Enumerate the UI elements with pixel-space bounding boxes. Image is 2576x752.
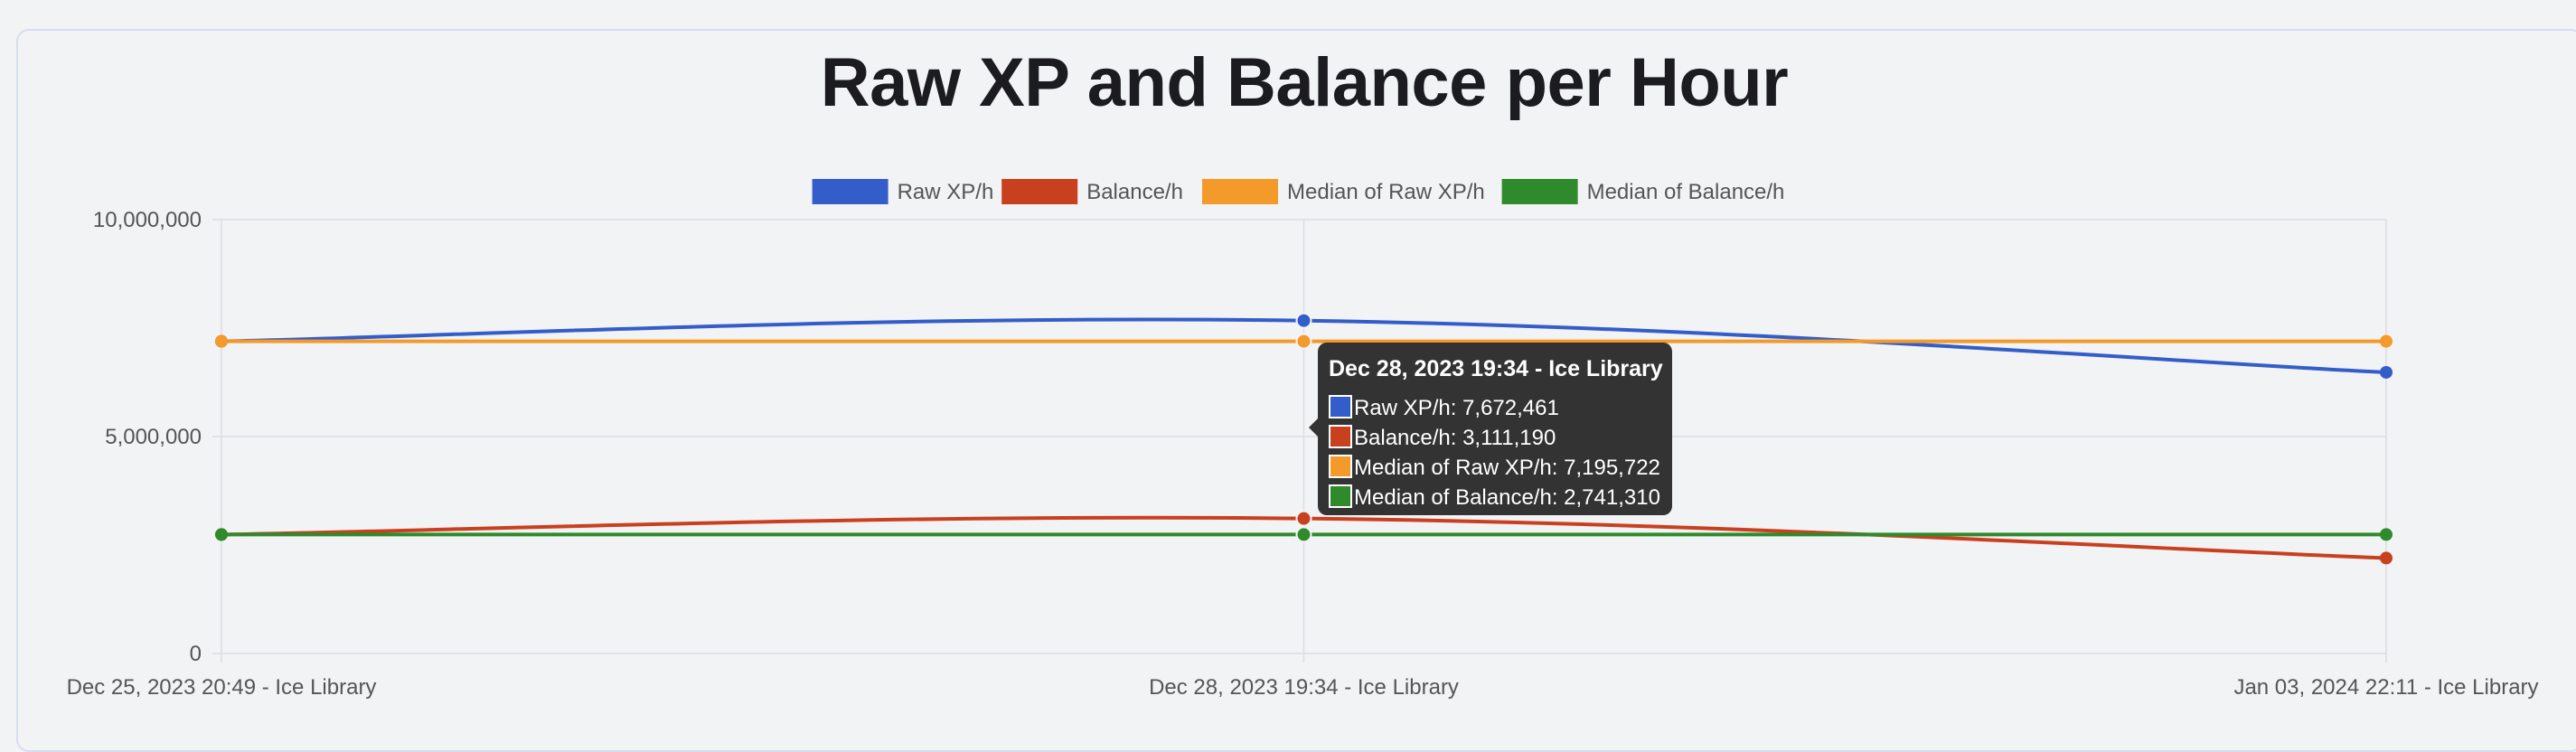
tooltip-box — [1318, 343, 1672, 515]
series-points — [215, 312, 2393, 565]
data-point — [215, 334, 228, 348]
legend: Raw XP/h Balance/h Median of Raw XP/h Media… — [812, 179, 1785, 204]
line-chart: 10,000,000 5,000,000 0 Dec 25, 2023 20:49 -… — [67, 179, 2539, 700]
data-point — [2380, 551, 2393, 565]
data-point — [2380, 365, 2393, 379]
tooltip-swatch — [1330, 397, 1350, 417]
tooltip-swatch — [1330, 427, 1350, 446]
legend-swatch — [812, 179, 888, 204]
data-point — [2380, 528, 2393, 541]
data-point — [215, 528, 228, 541]
tooltip-line: Median of Raw XP/h: 7,195,722 — [1354, 456, 1660, 480]
tooltip-line: Median of Balance/h: 2,741,310 — [1354, 485, 1660, 510]
x-tick-label: Dec 25, 2023 20:49 - Ice Library — [67, 675, 377, 700]
legend-label: Raw XP/h — [898, 180, 994, 204]
grid-lines — [212, 219, 2387, 663]
legend-swatch — [1501, 179, 1578, 204]
legend-label: Median of Raw XP/h — [1287, 180, 1485, 204]
y-tick-label: 5,000,000 — [105, 425, 202, 449]
tooltip-swatch — [1330, 486, 1350, 506]
x-tick-label: Dec 28, 2023 19:34 - Ice Library — [1149, 675, 1459, 700]
y-tick-label: 0 — [190, 642, 202, 666]
tooltip-caret — [1309, 418, 1318, 437]
data-point — [2380, 334, 2393, 348]
data-point — [1295, 510, 1312, 527]
tooltip-swatch — [1330, 456, 1350, 476]
legend-swatch — [1202, 179, 1278, 204]
chart-title: Raw XP and Balance per Hour — [820, 44, 1789, 121]
x-tick-label: Jan 03, 2024 22:11 - Ice Library — [2233, 675, 2538, 700]
tooltip-line: Balance/h: 3,111,190 — [1354, 426, 1556, 450]
chart-panel — [16, 29, 2576, 752]
legend-swatch — [1001, 179, 1078, 204]
data-point — [1295, 526, 1312, 543]
axes: 10,000,000 5,000,000 0 Dec 25, 2023 20:49 -… — [67, 208, 2539, 700]
tooltip: Dec 28, 2023 19:34 - Ice Library Raw XP/h… — [1309, 343, 1672, 515]
y-tick-label: 10,000,000 — [93, 208, 202, 232]
data-point — [1295, 333, 1312, 350]
legend-label: Median of Balance/h — [1587, 180, 1785, 204]
legend-label: Balance/h — [1086, 180, 1183, 204]
tooltip-line: Raw XP/h: 7,672,461 — [1354, 396, 1559, 420]
data-point — [1295, 312, 1312, 329]
tooltip-title: Dec 28, 2023 19:34 - Ice Library — [1329, 356, 1663, 381]
